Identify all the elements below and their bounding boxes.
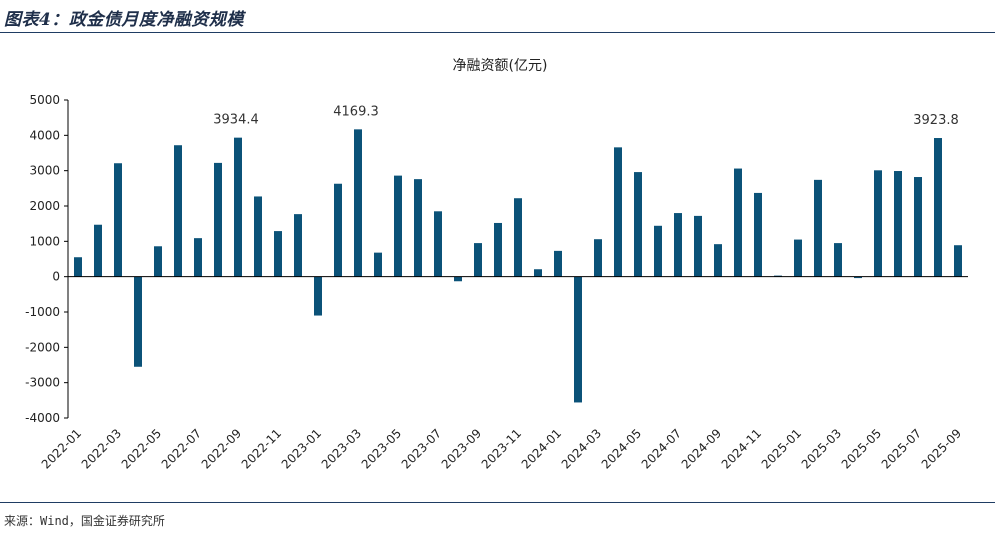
data-label: 3934.4 bbox=[213, 113, 259, 128]
x-tick-label: 2022-03 bbox=[79, 426, 124, 471]
source-note: 来源：Wind，国金证券研究所 bbox=[4, 514, 165, 528]
x-tick-label: 2023-09 bbox=[439, 426, 484, 471]
x-tick-label: 2023-11 bbox=[479, 426, 524, 471]
bar-2023-01 bbox=[314, 276, 322, 316]
x-tick-label: 2025-09 bbox=[919, 426, 964, 471]
bar-2025-06 bbox=[894, 171, 902, 277]
x-tick-label: 2022-09 bbox=[199, 426, 244, 471]
bar-2022-05 bbox=[154, 246, 162, 277]
y-tick-label: -1000 bbox=[25, 305, 60, 319]
bar-2024-05 bbox=[634, 172, 642, 277]
bar-2024-02 bbox=[574, 276, 582, 403]
bar-2025-04 bbox=[854, 276, 862, 279]
bar-2024-04 bbox=[614, 147, 622, 277]
x-tick-label: 2022-11 bbox=[239, 426, 284, 471]
x-tick-label: 2022-07 bbox=[159, 426, 204, 471]
x-tick-label: 2024-01 bbox=[519, 426, 564, 471]
bar-2025-01 bbox=[794, 239, 802, 277]
bar-2025-08 bbox=[934, 138, 942, 277]
bar-2023-07 bbox=[434, 211, 442, 277]
y-tick-label: 4000 bbox=[29, 128, 60, 142]
bar-2022-01 bbox=[74, 257, 82, 277]
bar-2022-12 bbox=[294, 214, 302, 277]
x-tick-label: 2022-05 bbox=[119, 426, 164, 471]
chart-title: 净融资额(亿元) bbox=[453, 58, 548, 74]
bar-2024-12 bbox=[774, 275, 782, 277]
bar-2025-07 bbox=[914, 177, 922, 277]
bar-2023-09 bbox=[474, 243, 482, 277]
y-tick-label: -3000 bbox=[25, 376, 60, 390]
x-tick-label: 2023-05 bbox=[359, 426, 404, 471]
bar-2024-03 bbox=[594, 239, 602, 277]
bar-2023-08 bbox=[454, 276, 462, 282]
x-tick-label: 2023-07 bbox=[399, 426, 444, 471]
x-tick-label: 2023-01 bbox=[279, 426, 324, 471]
data-annotations: 3934.4 4169.3 3923.8 bbox=[213, 104, 959, 128]
top-rule bbox=[0, 32, 995, 33]
bar-2022-07 bbox=[194, 238, 202, 277]
bar-2024-07 bbox=[674, 213, 682, 277]
bar-2022-06 bbox=[174, 145, 182, 277]
bar-2024-06 bbox=[654, 225, 662, 277]
figure-header: 图表4：政金债月度净融资规模 bbox=[0, 0, 995, 32]
x-tick-label: 2024-05 bbox=[599, 426, 644, 471]
x-tick-label: 2022-01 bbox=[39, 426, 84, 471]
x-tick-label: 2025-07 bbox=[879, 426, 924, 471]
bar-2024-10 bbox=[734, 168, 742, 277]
bar-2022-03 bbox=[114, 163, 122, 277]
y-tick-label: 1000 bbox=[29, 234, 60, 248]
bar-2024-09 bbox=[714, 244, 722, 277]
x-tick-label: 2024-03 bbox=[559, 426, 604, 471]
x-tick-label: 2025-01 bbox=[759, 426, 804, 471]
x-axis: 2022-012022-032022-052022-072022-092022-… bbox=[39, 276, 968, 472]
y-tick-label: -2000 bbox=[25, 340, 60, 354]
bar-2023-02 bbox=[334, 183, 342, 277]
y-tick-label: -4000 bbox=[25, 411, 60, 425]
bar-series bbox=[74, 129, 962, 403]
bar-2023-11 bbox=[514, 198, 522, 277]
bar-2023-03 bbox=[354, 129, 362, 277]
bar-2023-12 bbox=[534, 269, 542, 277]
y-tick-label: 3000 bbox=[29, 164, 60, 178]
y-tick-label: 2000 bbox=[29, 199, 60, 213]
bar-2022-09 bbox=[234, 137, 242, 277]
bar-2025-05 bbox=[874, 170, 882, 277]
bar-2024-08 bbox=[694, 215, 702, 277]
bar-2025-02 bbox=[814, 179, 822, 277]
bar-2024-01 bbox=[554, 250, 562, 277]
figure-title: 图表4：政金债月度净融资规模 bbox=[4, 10, 244, 30]
x-tick-label: 2023-03 bbox=[319, 426, 364, 471]
x-tick-label: 2024-07 bbox=[639, 426, 684, 471]
bar-2023-04 bbox=[374, 252, 382, 277]
bar-2025-03 bbox=[834, 243, 842, 277]
x-tick-label: 2025-05 bbox=[839, 426, 884, 471]
bar-2023-10 bbox=[494, 222, 502, 277]
bar-2022-02 bbox=[94, 224, 102, 277]
bar-2022-04 bbox=[134, 276, 142, 367]
data-label: 3923.8 bbox=[913, 113, 959, 128]
bar-2023-05 bbox=[394, 175, 402, 277]
y-tick-label: 5000 bbox=[29, 93, 60, 107]
bar-2025-09 bbox=[954, 245, 962, 277]
bar-2023-06 bbox=[414, 179, 422, 277]
data-label: 4169.3 bbox=[333, 104, 379, 119]
x-tick-label: 2025-03 bbox=[799, 426, 844, 471]
bar-2022-10 bbox=[254, 196, 262, 277]
x-tick-label: 2024-09 bbox=[679, 426, 724, 471]
y-tick-label: 0 bbox=[52, 270, 60, 284]
bar-2022-08 bbox=[214, 162, 222, 277]
bar-chart: 净融资额(亿元) 5000 4000 3000 2000 1000 0 -1000 -2000… bbox=[25, 58, 968, 472]
x-tick-label: 2024-11 bbox=[719, 426, 764, 471]
bar-2022-11 bbox=[274, 231, 282, 277]
bar-2024-11 bbox=[754, 192, 762, 277]
y-axis: 5000 4000 3000 2000 1000 0 -1000 -2000 -3000 -400… bbox=[25, 93, 69, 425]
bottom-rule bbox=[0, 502, 995, 503]
